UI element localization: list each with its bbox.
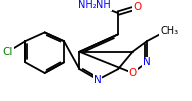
Text: NH: NH bbox=[96, 0, 111, 10]
Text: O: O bbox=[128, 68, 137, 78]
Text: N: N bbox=[143, 57, 151, 67]
Text: Cl: Cl bbox=[3, 47, 13, 57]
Text: NH₂: NH₂ bbox=[78, 0, 96, 10]
Text: CH₃: CH₃ bbox=[160, 25, 178, 35]
Text: O: O bbox=[133, 2, 142, 12]
Text: N: N bbox=[94, 75, 102, 85]
